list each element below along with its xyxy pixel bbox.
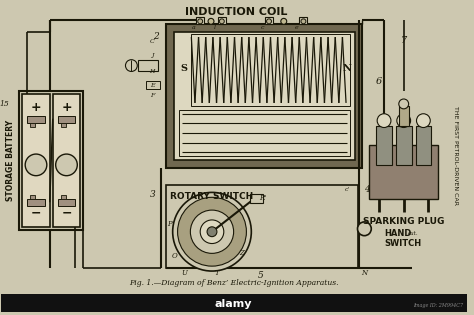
Circle shape — [207, 227, 217, 237]
Circle shape — [219, 19, 224, 24]
Text: alamy: alamy — [215, 299, 252, 308]
Circle shape — [397, 114, 410, 128]
Circle shape — [55, 154, 77, 176]
Bar — [30, 195, 35, 199]
Text: ROTARY SWITCH: ROTARY SWITCH — [170, 192, 253, 201]
Circle shape — [377, 114, 391, 128]
Bar — [166, 24, 363, 168]
Circle shape — [198, 19, 203, 24]
Bar — [369, 145, 438, 199]
Bar — [265, 17, 273, 24]
Circle shape — [281, 18, 287, 24]
Circle shape — [25, 154, 47, 176]
Circle shape — [417, 114, 430, 128]
Text: SPARKING PLUG: SPARKING PLUG — [363, 217, 445, 226]
Text: Z: Z — [239, 249, 244, 257]
Bar — [179, 110, 350, 156]
Text: THE FIRST PETROL-DRIVEN CAR: THE FIRST PETROL-DRIVEN CAR — [453, 106, 458, 204]
Bar — [173, 32, 355, 160]
Text: O: O — [172, 252, 177, 260]
Bar — [61, 123, 65, 127]
Text: e: e — [295, 25, 299, 30]
Text: 5: 5 — [258, 272, 264, 280]
Circle shape — [173, 192, 251, 271]
Bar — [58, 199, 75, 206]
Text: 4: 4 — [365, 185, 370, 194]
Text: +: + — [31, 101, 41, 114]
Bar — [27, 116, 45, 123]
Text: cut.: cut. — [408, 231, 419, 236]
Bar — [399, 106, 409, 126]
Text: R': R' — [259, 194, 266, 203]
Bar — [191, 34, 350, 106]
Text: 15: 15 — [0, 100, 9, 108]
Text: −: − — [61, 207, 72, 220]
Text: N: N — [361, 269, 367, 277]
Text: INDUCTION COIL: INDUCTION COIL — [185, 8, 288, 17]
Bar — [146, 81, 160, 89]
Circle shape — [301, 19, 306, 24]
Bar — [53, 94, 80, 227]
Text: 7: 7 — [401, 36, 407, 44]
Text: l: l — [214, 25, 216, 30]
Text: −: − — [31, 207, 41, 220]
Bar — [22, 94, 50, 227]
Bar — [19, 91, 83, 230]
Text: Image ID: 2M994C7: Image ID: 2M994C7 — [413, 303, 464, 308]
Bar — [396, 126, 411, 165]
Circle shape — [208, 18, 214, 24]
Bar — [196, 17, 204, 24]
Bar — [166, 185, 357, 268]
Text: P: P — [167, 220, 172, 228]
Text: 2: 2 — [153, 32, 159, 41]
Text: F: F — [150, 93, 154, 98]
Circle shape — [126, 60, 137, 72]
Circle shape — [399, 99, 409, 109]
Text: Fig. 1.—Diagram of Benz’ Electric-Ignition Apparatus.: Fig. 1.—Diagram of Benz’ Electric-Igniti… — [129, 279, 338, 287]
Circle shape — [191, 210, 234, 253]
Text: 6: 6 — [376, 77, 382, 86]
Text: HAND
SWITCH: HAND SWITCH — [384, 229, 421, 248]
Text: 3: 3 — [150, 190, 156, 199]
Text: +: + — [61, 101, 72, 114]
Bar — [138, 60, 158, 72]
Text: E: E — [150, 83, 155, 88]
Bar — [0, 294, 466, 312]
Circle shape — [200, 220, 224, 243]
Circle shape — [357, 222, 371, 236]
Bar — [416, 126, 431, 165]
Text: c': c' — [345, 187, 350, 192]
Bar — [250, 193, 264, 203]
Text: STORAGE BATTERY: STORAGE BATTERY — [6, 119, 15, 201]
Bar — [27, 199, 45, 206]
Text: T: T — [215, 269, 219, 277]
Circle shape — [266, 19, 272, 24]
Bar — [218, 17, 226, 24]
Bar — [300, 17, 307, 24]
Text: J: J — [151, 53, 153, 58]
Text: a: a — [191, 25, 195, 30]
Bar — [30, 123, 35, 127]
Text: N: N — [342, 64, 351, 73]
Text: c: c — [260, 25, 264, 30]
Text: H: H — [149, 69, 155, 74]
Text: C: C — [150, 39, 155, 44]
Bar — [61, 195, 65, 199]
Bar — [376, 126, 392, 165]
Circle shape — [178, 197, 246, 266]
Bar — [58, 116, 75, 123]
Text: U: U — [182, 269, 187, 277]
Text: S: S — [180, 64, 187, 73]
